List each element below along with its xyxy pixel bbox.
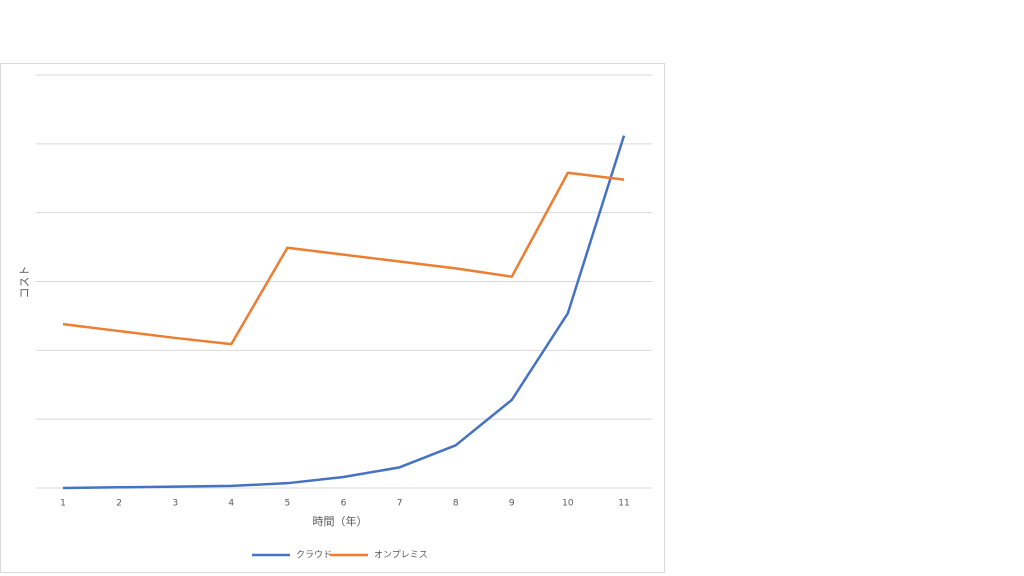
x-tick-label: 5: [285, 499, 291, 509]
series-line: [62, 135, 626, 490]
x-tick-label: 3: [172, 499, 178, 509]
legend-label: クラウド: [296, 550, 332, 561]
legend-label: オンプレミス: [374, 550, 428, 561]
x-tick-label: 4: [228, 499, 234, 509]
series-line: [62, 171, 625, 346]
x-tick-label: 10: [562, 499, 574, 509]
x-tick-label: 8: [453, 499, 459, 509]
x-tick-label: 2: [116, 499, 122, 509]
x-tick-label: 9: [509, 499, 515, 509]
x-tick-label: 7: [397, 499, 403, 509]
y-axis-title: コスト: [18, 266, 31, 299]
x-tick-label: 11: [618, 499, 629, 509]
x-tick-label: 6: [341, 499, 347, 509]
x-tick-label: 1: [60, 499, 66, 509]
x-axis-title: 時間（年）: [313, 514, 368, 528]
